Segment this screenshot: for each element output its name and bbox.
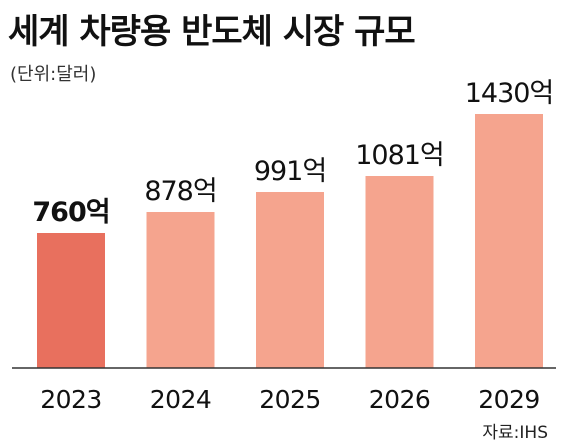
bar-2029	[475, 114, 543, 368]
bar-2023	[37, 233, 105, 368]
x-tick-label-2023: 2023	[40, 385, 102, 414]
value-label-2029: 1430억	[465, 78, 554, 109]
bars-group	[37, 114, 543, 368]
x-tick-label-2024: 2024	[150, 385, 212, 414]
value-label-2025: 991억	[254, 156, 326, 187]
bar-2024	[146, 212, 215, 368]
x-tick-label-2026: 2026	[369, 385, 431, 414]
x-tick-label-2025: 2025	[259, 385, 321, 414]
value-labels-group: 760억 878억 991억 1081억 1430억	[32, 78, 554, 228]
x-tick-labels-group: 2023 2024 2025 2026 2029	[40, 385, 540, 414]
unit-note: (단위:달러)	[10, 64, 97, 85]
value-label-2024: 878억	[144, 176, 216, 207]
bar-2026	[365, 176, 434, 368]
chart-title: 세계 차량용 반도체 시장 규모	[8, 12, 416, 52]
bar-2025	[256, 192, 324, 368]
x-tick-label-2029: 2029	[478, 385, 540, 414]
source-note: 자료:IHS	[482, 423, 548, 443]
value-label-2023: 760억	[32, 197, 109, 228]
value-label-2026: 1081억	[355, 140, 444, 171]
